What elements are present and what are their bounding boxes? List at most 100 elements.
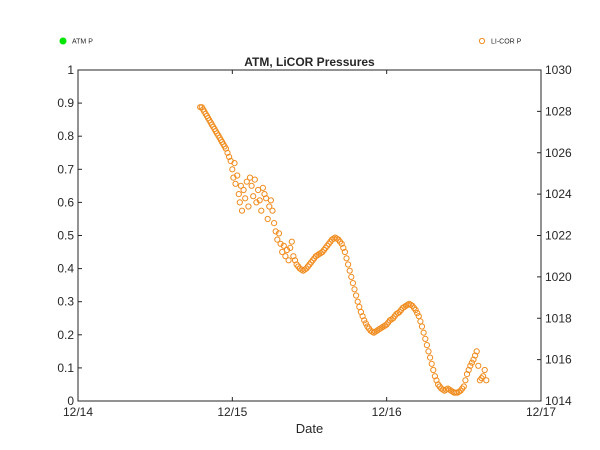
y-left-tick-label: 0.1	[57, 361, 74, 375]
y-left-tick-label: 0.3	[57, 295, 74, 309]
data-point	[354, 298, 361, 305]
data-point	[236, 199, 243, 206]
data-point	[356, 303, 363, 310]
data-point	[473, 348, 480, 355]
data-point	[317, 250, 324, 257]
y-right-tick-label: 1022	[545, 229, 572, 243]
y-right-tick-label: 1024	[545, 187, 572, 201]
data-point	[423, 342, 430, 349]
data-markers	[197, 104, 490, 396]
data-point	[272, 228, 279, 235]
data-point	[348, 273, 355, 280]
legend-label: LI-COR P	[491, 39, 522, 46]
y-left-tick-label: 0.7	[57, 162, 74, 176]
data-point	[460, 383, 467, 390]
data-point	[271, 220, 278, 227]
y-left-tick-label: 0.4	[57, 262, 74, 276]
data-point	[259, 184, 266, 191]
x-tick-label: 12/14	[63, 405, 93, 419]
data-point	[248, 182, 255, 189]
x-tick-label: 12/15	[217, 405, 247, 419]
data-point	[428, 360, 435, 367]
y-right-tick-label: 1018	[545, 311, 572, 325]
data-point	[287, 244, 294, 251]
data-point	[341, 248, 348, 256]
data-point	[414, 310, 421, 317]
data-point	[359, 313, 366, 320]
y-right-tick-label: 1016	[545, 353, 572, 367]
axis-ticks	[77, 69, 542, 402]
data-point	[422, 335, 429, 342]
data-point	[425, 348, 432, 355]
y-left-tick-label: 0.9	[57, 96, 74, 110]
data-point	[418, 323, 426, 330]
legend-label: ATM P	[72, 39, 93, 46]
y-right-tick-label: 1020	[545, 270, 572, 284]
data-point	[346, 267, 353, 274]
data-point	[394, 310, 401, 317]
data-point	[226, 153, 233, 160]
data-point	[275, 230, 283, 237]
data-point	[472, 352, 479, 359]
axis-tick-labels: 12/14 12/15 12/16 12/17 0 0.1 0.2 0.3 0.4 0.5 0.6 0…	[57, 63, 572, 419]
data-point	[351, 286, 358, 293]
data-point	[343, 255, 350, 262]
x-axis-label: Date	[296, 421, 323, 436]
data-point	[285, 257, 292, 264]
chart-title: ATM, LiCOR Pressures	[244, 55, 375, 69]
data-point	[480, 373, 487, 380]
data-point	[238, 207, 246, 214]
data-point	[290, 253, 297, 260]
data-point	[258, 207, 265, 214]
y-right-tick-label: 1028	[545, 104, 572, 118]
data-point	[349, 280, 356, 287]
data-point	[224, 149, 231, 156]
data-point	[251, 176, 258, 183]
y-right-tick-label: 1014	[545, 394, 572, 408]
data-point	[420, 329, 427, 336]
data-point	[240, 186, 247, 194]
data-point	[361, 317, 368, 324]
data-point	[242, 195, 249, 202]
data-point	[427, 354, 434, 361]
data-point	[412, 306, 419, 314]
data-point	[340, 244, 347, 251]
data-point	[229, 166, 236, 173]
data-point	[274, 236, 281, 243]
data-point	[231, 160, 238, 167]
y-left-tick-label: 0.5	[57, 229, 74, 243]
data-point	[345, 261, 352, 268]
legend: ATM P LI-COR P	[59, 37, 522, 46]
y-left-tick-label: 0	[67, 394, 74, 408]
data-point	[267, 197, 274, 204]
data-point	[470, 356, 477, 363]
data-point	[483, 377, 490, 384]
data-point	[235, 191, 242, 198]
x-tick-label: 12/17	[526, 405, 556, 419]
data-point	[280, 242, 287, 249]
data-point	[467, 362, 474, 369]
data-point	[475, 362, 482, 369]
data-point	[481, 366, 488, 374]
data-point	[277, 240, 284, 247]
data-point	[417, 318, 424, 325]
x-tick-label: 12/16	[372, 405, 402, 419]
data-point	[468, 359, 475, 366]
data-point	[415, 313, 422, 320]
data-point	[250, 193, 257, 200]
data-point	[431, 373, 438, 380]
y-right-tick-label: 1030	[545, 63, 572, 77]
data-point	[256, 197, 263, 204]
data-point	[269, 207, 276, 214]
legend-marker	[478, 37, 486, 45]
data-point	[237, 182, 244, 189]
plot-area-frame	[77, 69, 542, 402]
data-point	[243, 178, 250, 185]
data-point	[430, 366, 437, 374]
data-point	[232, 180, 239, 187]
data-point	[362, 320, 369, 327]
legend-marker	[59, 37, 67, 45]
y-left-tick-label: 0.6	[57, 195, 74, 209]
data-point	[266, 203, 273, 210]
